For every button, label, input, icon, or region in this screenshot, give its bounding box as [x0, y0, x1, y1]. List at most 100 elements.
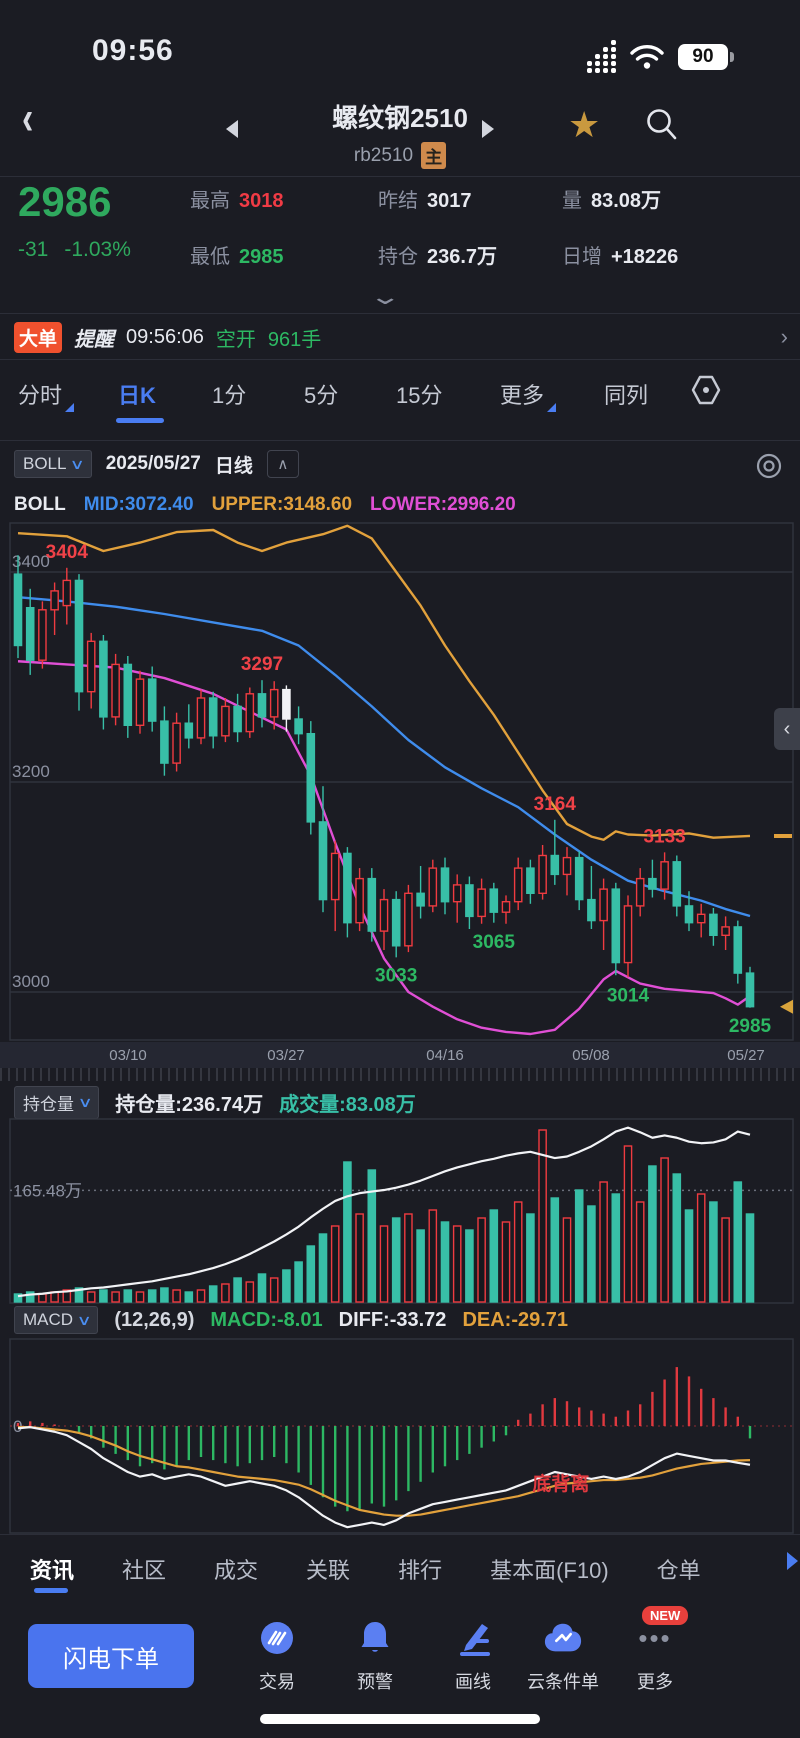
diff-value: DIFF:-33.72: [338, 1308, 447, 1331]
macd-indicator-selector[interactable]: MACD ∨: [14, 1306, 99, 1334]
svg-text:3000: 3000: [12, 972, 50, 991]
change-value: -31: [18, 238, 49, 261]
boll-lower-value: LOWER:2996.20: [370, 494, 516, 515]
date-tick: 05/08: [572, 1046, 610, 1064]
last-price: 2986: [18, 178, 112, 225]
chart-scroll-ruler[interactable]: [0, 1068, 800, 1081]
home-indicator[interactable]: [260, 1714, 540, 1724]
tab-related[interactable]: 关联: [306, 1558, 351, 1583]
chart-period: 日线: [214, 455, 253, 477]
tab-community[interactable]: 社区: [122, 1558, 167, 1583]
tab-15min[interactable]: 15分: [396, 383, 443, 408]
cloud-order-icon: [543, 1618, 583, 1658]
svg-text:3014: 3014: [607, 985, 650, 1006]
svg-text:3133: 3133: [643, 826, 685, 847]
volume-value: 成交量:83.08万: [279, 1094, 416, 1116]
svg-text:3200: 3200: [12, 762, 50, 781]
info-tab-bar: 资讯 社区 成交 关联 排行 基本面(F10) 仓单: [0, 1540, 800, 1598]
svg-text:3033: 3033: [375, 965, 417, 986]
open-interest-value: 持仓量:236.74万: [115, 1094, 264, 1116]
eye-icon[interactable]: [752, 452, 786, 480]
new-badge: NEW: [642, 1606, 689, 1625]
svg-text:3164: 3164: [534, 794, 577, 815]
macd-pane-header: MACD ∨ (12,26,9) MACD:-8.01 DIFF:-33.72 …: [14, 1306, 568, 1334]
volume-pane-header: 持仓量 ∨ 持仓量:236.74万 成交量:83.08万: [14, 1086, 416, 1119]
toolbar-item-trade[interactable]: 交易: [222, 1618, 332, 1694]
quote-prev-settle: 昨结 3017: [378, 190, 472, 212]
tab-fundamentals[interactable]: 基本面(F10): [490, 1558, 609, 1583]
date-tick: 04/16: [426, 1046, 464, 1064]
date-axis: 03/10 03/27 04/16 05/08 05/27: [0, 1042, 800, 1068]
favorite-star-icon[interactable]: ★: [568, 104, 601, 145]
signal-strength-icon: [587, 40, 616, 73]
boll-values-row: BOLL MID:3072.40 UPPER:3148.60 LOWER:299…: [14, 494, 516, 516]
flash-order-button[interactable]: 闪电下单: [28, 1624, 194, 1688]
boll-name: BOLL: [14, 494, 66, 515]
collapse-indicator-button[interactable]: ∧: [266, 450, 299, 478]
date-tick: 03/10: [109, 1046, 147, 1064]
prev-contract-icon[interactable]: [226, 120, 238, 138]
tab-more[interactable]: 更多: [500, 378, 557, 412]
svg-text:3297: 3297: [241, 654, 283, 675]
chevron-down-icon: ∨: [76, 1311, 92, 1328]
indicator-selector[interactable]: BOLL ∨: [14, 450, 92, 478]
volume-chart[interactable]: 165.48万: [0, 1118, 800, 1304]
next-contract-icon[interactable]: [482, 120, 494, 138]
chart-settings-icon[interactable]: [688, 372, 724, 408]
tab-timeline[interactable]: 分时: [18, 378, 75, 412]
svg-text:2985: 2985: [729, 1016, 772, 1037]
alert-time: 09:56:06: [126, 325, 204, 348]
dea-value: DEA:-29.71: [462, 1308, 569, 1331]
macd-chart[interactable]: 0 底背离: [0, 1338, 800, 1534]
collapse-quote-chevron-icon[interactable]: ⌄: [368, 284, 402, 309]
active-tab-underline: [116, 418, 164, 423]
tab-warehouse-receipt[interactable]: 仓单: [656, 1558, 701, 1583]
back-button[interactable]: ‹: [22, 92, 34, 146]
boll-upper-value: UPPER:3148.60: [211, 494, 353, 515]
tab-trades[interactable]: 成交: [214, 1558, 259, 1583]
contract-code: rb2510: [353, 144, 414, 166]
dropdown-corner-icon: [65, 403, 75, 412]
wifi-icon: [630, 44, 664, 69]
page-title: 螺纹钢2510: [332, 103, 468, 133]
quote-high: 最高 3018: [190, 190, 284, 212]
candlestick-chart[interactable]: 3400 3200 3000 3404 3297 3164 3133 3065 3033 3014…: [0, 522, 800, 1042]
toolbar-item-cloud-order[interactable]: 云条件单: [508, 1618, 618, 1694]
tab-side-by-side[interactable]: 同列: [604, 383, 649, 408]
toolbar-item-draw[interactable]: 画线: [418, 1618, 528, 1694]
dropdown-corner-icon: [547, 403, 557, 412]
tabs-overflow-arrow-icon[interactable]: [787, 1552, 798, 1570]
macd-params: (12,26,9): [114, 1308, 195, 1331]
svg-text:3404: 3404: [46, 542, 89, 563]
alert-direction: 空开: [215, 328, 256, 351]
price-change: -31 -1.03%: [18, 238, 131, 262]
alert-lots: 961手: [267, 328, 322, 351]
indicator-control-bar: BOLL ∨ 2025/05/27 日线 ∧: [14, 450, 299, 478]
tab-ranking[interactable]: 排行: [398, 1558, 443, 1583]
search-icon[interactable]: [644, 106, 678, 142]
big-order-alert-bar[interactable]: 大单 提醒 09:56:06 空开 961手 ›: [0, 315, 800, 359]
tab-5min[interactable]: 5分: [304, 383, 339, 408]
chart-date: 2025/05/27: [105, 453, 201, 474]
status-time: 09:56: [92, 34, 174, 67]
quote-open-interest: 持仓 236.7万: [378, 246, 498, 268]
bell-icon: [355, 1618, 395, 1658]
draw-line-icon: [453, 1618, 493, 1658]
side-panel-toggle[interactable]: ‹: [774, 708, 800, 750]
chevron-down-icon: ∨: [77, 1094, 93, 1110]
trade-logo-icon: [257, 1618, 297, 1658]
toolbar-item-more[interactable]: ••• 更多: [600, 1618, 710, 1694]
tab-news[interactable]: 资讯: [30, 1558, 75, 1583]
svg-text:3400: 3400: [12, 552, 50, 571]
status-icons: 90: [587, 40, 734, 73]
alert-title: 提醒: [74, 328, 115, 351]
alert-chevron-icon: ›: [780, 324, 788, 349]
tab-1min[interactable]: 1分: [212, 383, 247, 408]
quote-volume: 量 83.08万: [562, 190, 662, 212]
volume-indicator-selector[interactable]: 持仓量 ∨: [14, 1086, 100, 1119]
boll-mid-value: MID:3072.40: [83, 494, 194, 515]
toolbar-item-alert[interactable]: 预警: [320, 1618, 430, 1694]
main-contract-badge: 主: [421, 142, 447, 169]
tab-daily-k[interactable]: 日K: [118, 383, 156, 408]
